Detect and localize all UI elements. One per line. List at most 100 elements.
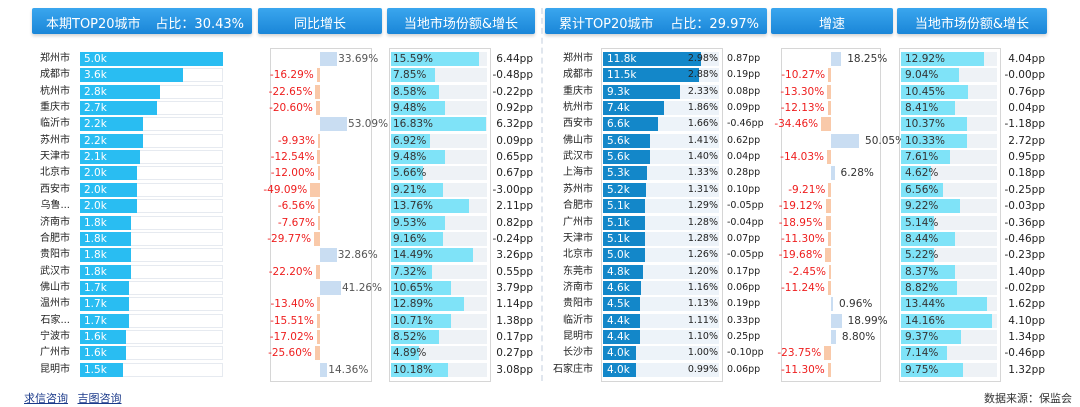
market-share-bar	[391, 329, 440, 344]
market-share-value: 8.41%	[905, 102, 939, 115]
footer-link-qiuxin[interactable]: 求信咨询	[24, 392, 68, 405]
yoy-growth-title: 同比增长	[293, 17, 346, 32]
market-share-growth: -0.25pp	[1004, 183, 1046, 196]
share-pp: 0.33pp	[727, 314, 761, 326]
market-share-growth: -0.46pp	[1004, 347, 1046, 360]
share-pp: -0.46pp	[727, 118, 764, 130]
speed-value: -19.12%	[778, 200, 823, 213]
market-share-growth: -0.02pp	[1004, 281, 1046, 294]
market-share-bar	[901, 346, 947, 361]
market-share-bar	[391, 166, 423, 181]
share-pp: 0.19pp	[727, 298, 761, 310]
market-share-value: 9.48%	[393, 102, 427, 115]
speed-bar-negative	[828, 68, 831, 83]
speed-bar-negative	[829, 264, 831, 279]
market-share-bar	[391, 84, 440, 99]
current-top20-title: 本期TOP20城市	[46, 17, 141, 32]
yoy-bar-negative	[314, 346, 320, 361]
market-share-growth: 2.11pp	[496, 200, 533, 213]
yoy-bar-positive	[320, 52, 338, 66]
speed-bar-negative	[827, 280, 831, 295]
value-bar	[603, 199, 646, 214]
speed-value: 8.80%	[841, 330, 876, 343]
yoy-bar-negative	[318, 215, 320, 230]
header-current-top20: 本期TOP20城市 占比：30.43%	[32, 8, 252, 34]
yoy-bar-positive	[320, 362, 328, 377]
market-share-growth: -0.24pp	[492, 232, 534, 245]
speed-bar-negative	[825, 248, 831, 263]
market-share-bar	[901, 264, 955, 279]
header-yoy-growth: 同比增长	[258, 8, 382, 34]
city-label: 成都市	[563, 69, 593, 81]
market-share-value: 7.85%	[393, 69, 427, 82]
yoy-bar-negative	[318, 133, 320, 148]
market-share-bar	[901, 68, 959, 83]
value-label: 4.4k	[607, 314, 630, 327]
market-share-value: 5.22%	[905, 249, 939, 262]
market-share-growth: 0.55pp	[496, 265, 533, 278]
yoy-bar-negative	[315, 264, 320, 279]
section-divider	[541, 8, 543, 381]
market-share-value: 9.75%	[905, 363, 939, 376]
market-share-growth: 0.65pp	[496, 151, 533, 164]
city-label: 苏州市	[563, 183, 593, 195]
speed-bar-positive	[831, 133, 860, 148]
market-share-value: 9.04%	[905, 69, 939, 82]
value-bar	[80, 215, 132, 230]
market-share-bar	[391, 264, 433, 279]
share-pp: 0.28pp	[727, 167, 761, 179]
city-label: 西安市	[563, 118, 593, 130]
market-share-bar	[901, 215, 934, 230]
value-label: 5.0k	[84, 53, 107, 65]
value-bar	[80, 84, 161, 99]
value-bar	[603, 117, 658, 132]
market-share-value: 10.37%	[905, 118, 946, 131]
city-label: 临沂市	[563, 314, 593, 326]
speed-bar-positive	[831, 52, 842, 66]
header-growth-speed: 增速	[771, 8, 893, 34]
market-share-value: 9.53%	[393, 216, 427, 229]
market-share-value: 10.45%	[905, 85, 946, 98]
share-pp: 0.62pp	[727, 134, 761, 146]
speed-value: 50.05%	[865, 134, 906, 147]
value-bar	[603, 329, 640, 344]
speed-bar-negative	[828, 182, 831, 197]
market-share-growth: 1.40pp	[1008, 265, 1045, 278]
share-percent: 1.16%	[687, 281, 718, 293]
speed-value: -34.46%	[774, 118, 819, 131]
value-label: 5.2k	[607, 183, 630, 196]
value-bar	[80, 313, 129, 328]
value-bar	[603, 280, 642, 295]
yoy-growth-panel	[270, 48, 372, 382]
yoy-value: 41.26%	[342, 281, 383, 294]
yoy-value: -20.60%	[269, 102, 313, 115]
speed-value: -11.30%	[780, 232, 825, 245]
share-pp: 0.25pp	[727, 330, 761, 342]
value-bar	[603, 264, 643, 279]
market-share-growth: -0.23pp	[1004, 249, 1046, 262]
footer-link-jitu[interactable]: 吉图咨询	[77, 392, 122, 405]
share-percent: 1.41%	[687, 134, 718, 146]
share-pp: -0.05pp	[727, 249, 764, 261]
market-share-growth: -0.36pp	[1004, 216, 1046, 229]
speed-bar-negative	[827, 101, 831, 116]
growth-speed-title: 增速	[818, 17, 845, 32]
city-label: 贵阳市	[563, 298, 593, 310]
speed-bar-positive	[831, 329, 836, 344]
value-bar	[603, 182, 647, 197]
market-share-bar	[391, 133, 431, 148]
value-label: 5.1k	[607, 232, 630, 245]
yoy-bar-negative	[315, 101, 320, 116]
city-label: 佛山市	[563, 134, 593, 146]
share-pp: 0.17pp	[727, 265, 761, 277]
city-label: 北京市	[40, 167, 70, 179]
value-bar	[80, 52, 223, 66]
market-share-value: 14.49%	[393, 249, 434, 262]
value-label: 7.4k	[607, 102, 630, 115]
market-share-bar	[901, 362, 964, 377]
value-label: 1.8k	[84, 216, 107, 229]
city-label: 贵阳市	[40, 249, 70, 261]
cumulative-top20-share: 占比：29.97%	[670, 17, 759, 32]
yoy-value: -12.00%	[270, 167, 315, 180]
market-share-growth: -0.48pp	[492, 69, 534, 82]
